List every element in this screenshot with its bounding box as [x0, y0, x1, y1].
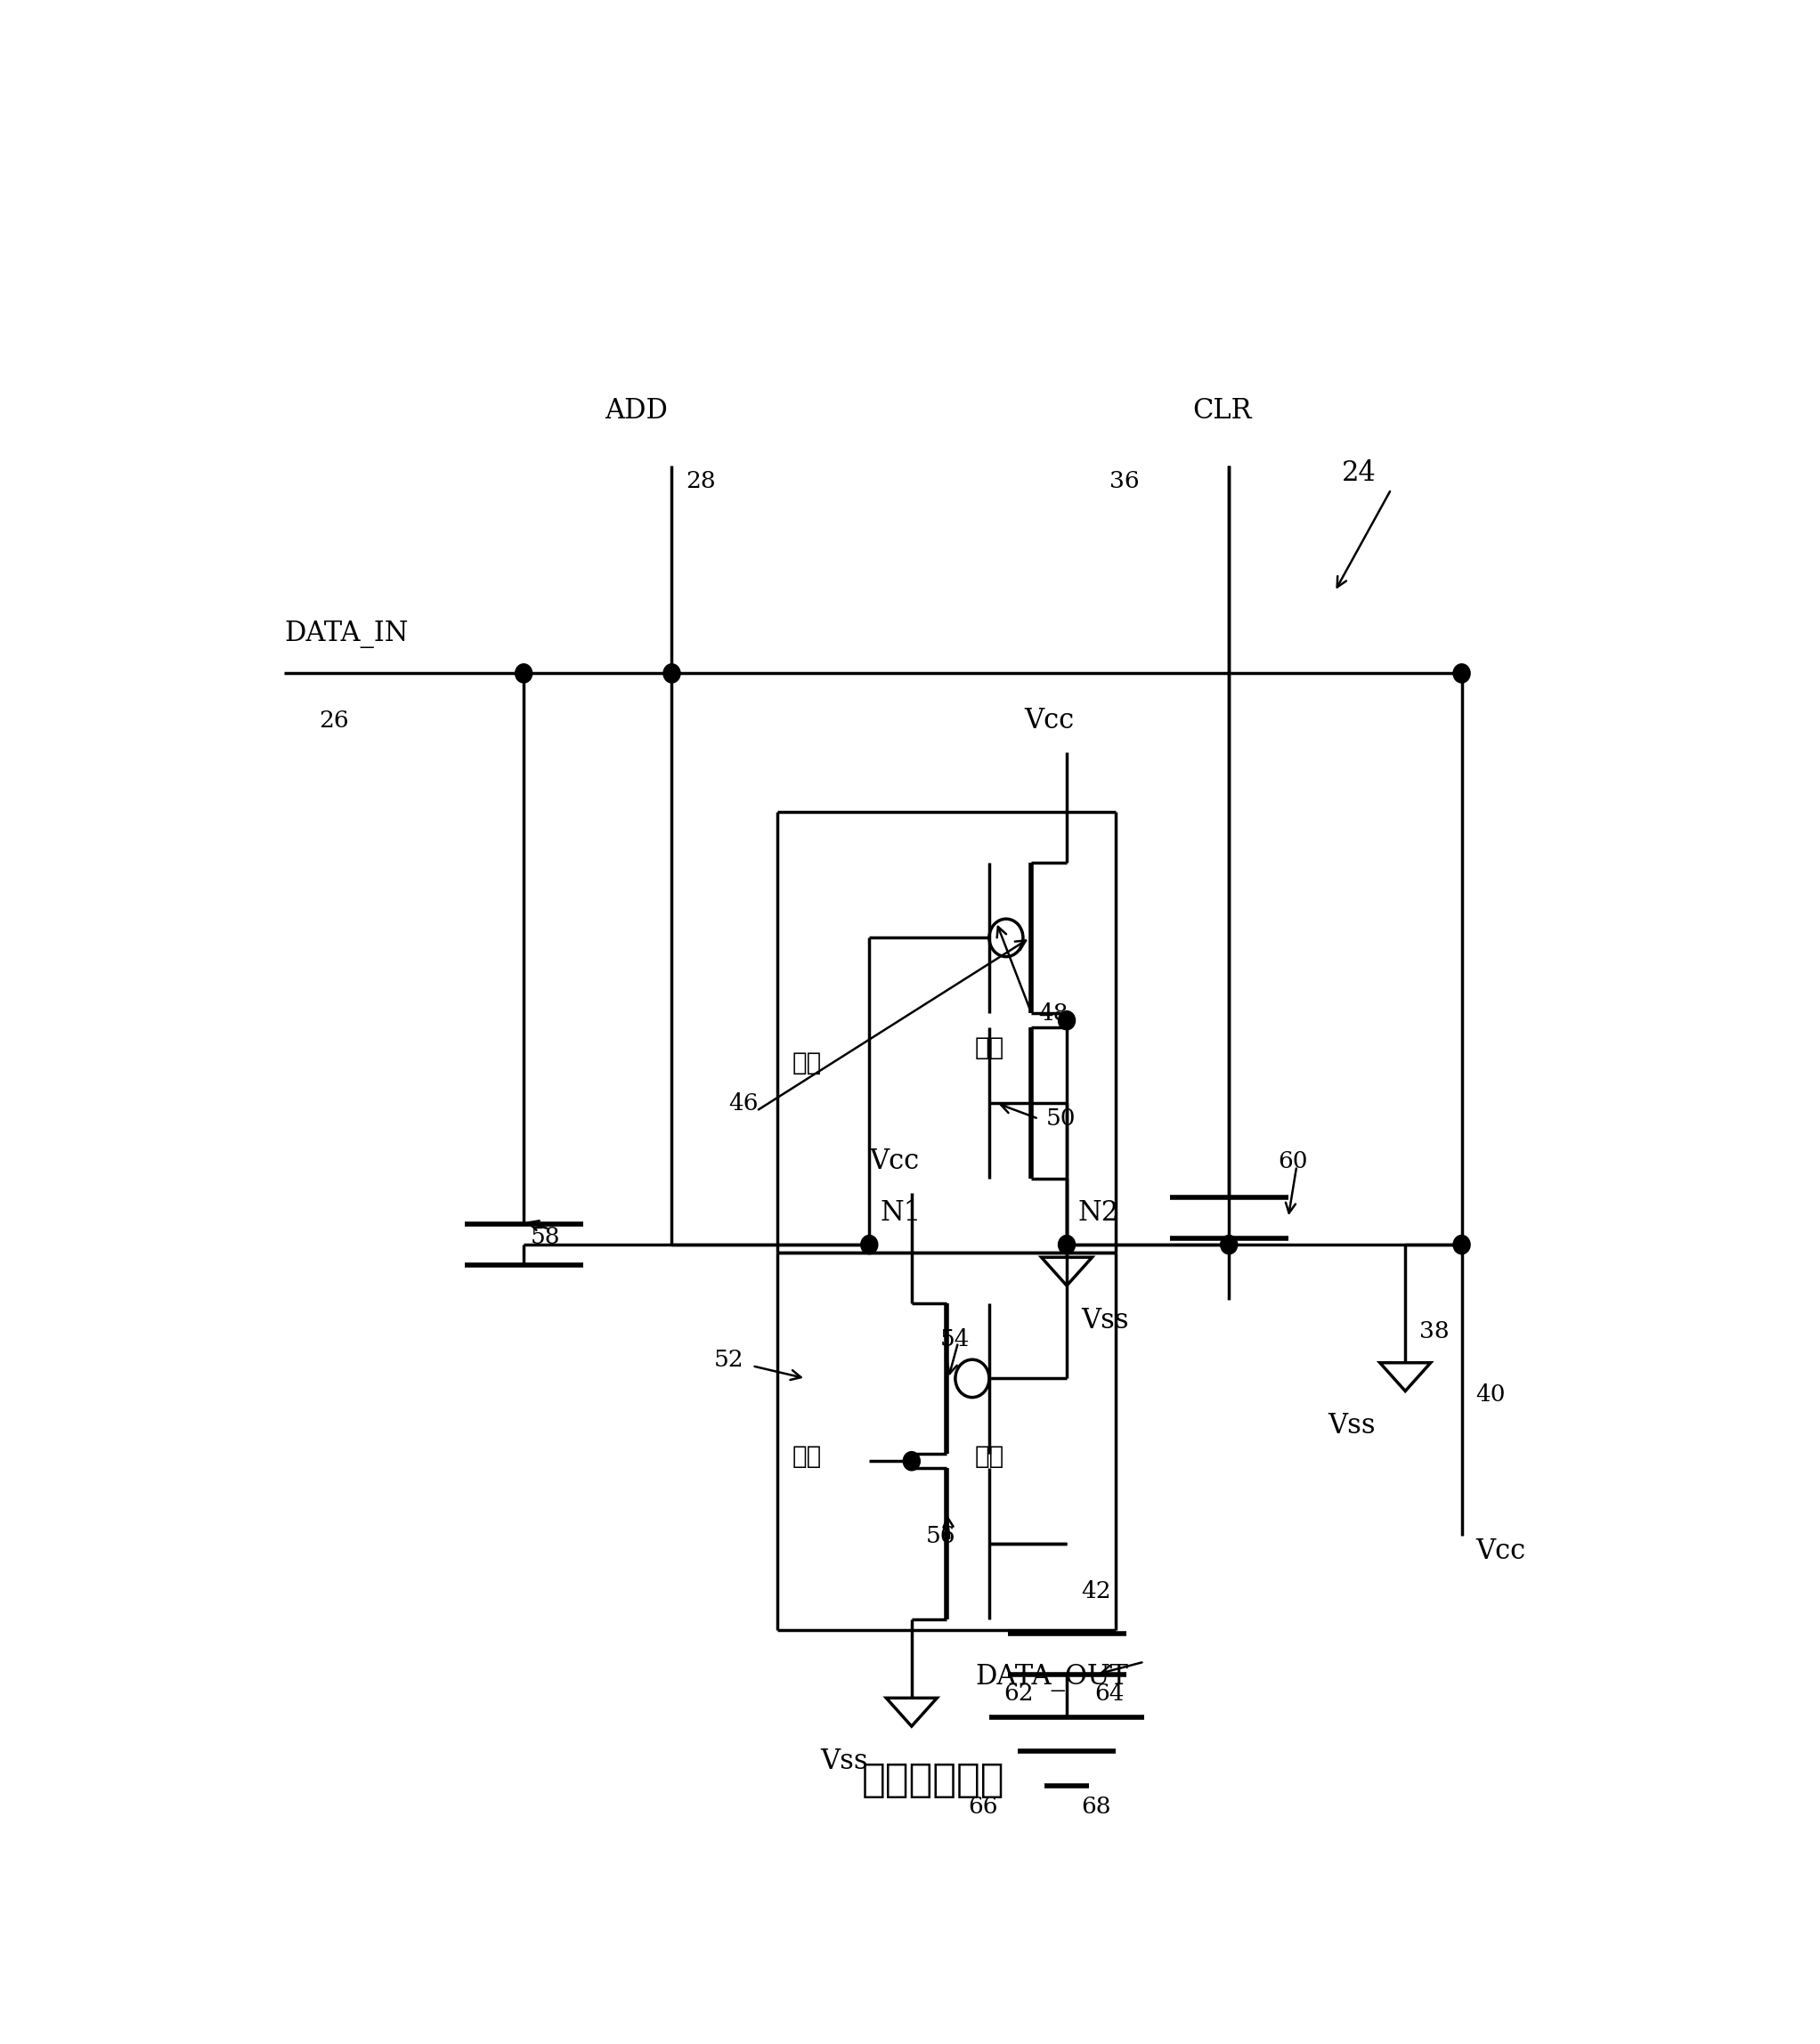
Text: N1: N1 [881, 1200, 921, 1226]
Text: 64: 64 [1096, 1682, 1125, 1705]
Text: 24: 24 [1341, 460, 1376, 486]
Circle shape [861, 1235, 877, 1255]
Text: CLR: CLR [1192, 397, 1252, 425]
Text: Vcc: Vcc [870, 1147, 919, 1175]
Circle shape [1221, 1235, 1238, 1255]
Text: Vss: Vss [1327, 1412, 1376, 1439]
Text: 输出: 输出 [792, 1445, 821, 1470]
Circle shape [903, 1451, 921, 1470]
Text: 输出: 输出 [976, 1036, 1005, 1061]
Text: 36: 36 [1108, 470, 1139, 493]
Text: 46: 46 [728, 1091, 759, 1114]
Text: Vss: Vss [1081, 1306, 1128, 1335]
Text: 输入: 输入 [976, 1445, 1005, 1470]
Text: 56: 56 [926, 1525, 955, 1547]
Text: 66: 66 [968, 1795, 997, 1817]
Text: （现有技术）: （现有技术） [861, 1760, 1005, 1799]
Circle shape [1452, 1235, 1471, 1255]
Text: 60: 60 [1278, 1151, 1309, 1173]
Text: 52: 52 [713, 1349, 744, 1372]
Circle shape [515, 664, 531, 683]
Text: 58: 58 [531, 1226, 561, 1249]
Text: 40: 40 [1476, 1384, 1505, 1406]
Text: DATA_OUT: DATA_OUT [976, 1664, 1128, 1690]
Text: 26: 26 [318, 709, 349, 732]
Text: 28: 28 [686, 470, 715, 493]
Text: 42: 42 [1081, 1580, 1110, 1602]
Text: DATA_IN: DATA_IN [284, 619, 408, 648]
Text: 54: 54 [939, 1329, 970, 1351]
Text: 输入: 输入 [792, 1053, 821, 1075]
Text: Vcc: Vcc [1476, 1537, 1525, 1566]
Text: 50: 50 [1045, 1108, 1076, 1130]
Text: N2: N2 [1077, 1200, 1119, 1226]
Circle shape [1057, 1235, 1076, 1255]
Text: ADD: ADD [604, 397, 668, 425]
Text: 62: 62 [1003, 1682, 1034, 1705]
Circle shape [1057, 1012, 1076, 1030]
Circle shape [662, 664, 681, 683]
Circle shape [1452, 664, 1471, 683]
Text: 68: 68 [1081, 1795, 1110, 1817]
Text: Vss: Vss [819, 1748, 868, 1774]
Text: 38: 38 [1420, 1320, 1449, 1343]
Text: Vcc: Vcc [1025, 707, 1074, 734]
Text: 48: 48 [1039, 1002, 1068, 1024]
